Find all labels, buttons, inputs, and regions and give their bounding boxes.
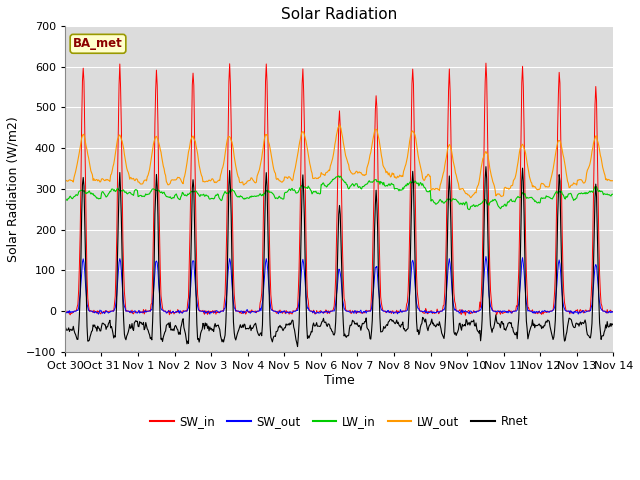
LW_in: [335, 173, 342, 179]
LW_out: [467, 195, 474, 201]
SW_in: [418, 308, 426, 314]
SW_out: [452, 306, 460, 312]
Legend: SW_in, SW_out, LW_in, LW_out, Rnet: SW_in, SW_out, LW_in, LW_out, Rnet: [145, 410, 533, 432]
Rnet: [237, 324, 245, 330]
LW_in: [61, 194, 68, 200]
Rnet: [130, 327, 138, 333]
Rnet: [482, 164, 490, 169]
LW_in: [237, 193, 245, 199]
Rnet: [61, 325, 68, 331]
Rnet: [289, 317, 296, 323]
LW_in: [452, 196, 460, 202]
SW_in: [482, 60, 490, 66]
SW_in: [461, 312, 469, 318]
SW_in: [266, 269, 274, 275]
SW_in: [61, 308, 68, 314]
LW_in: [419, 181, 426, 187]
SW_out: [289, 309, 297, 315]
Line: LW_out: LW_out: [65, 125, 640, 198]
Rnet: [294, 344, 301, 349]
LW_in: [130, 192, 138, 198]
Text: BA_met: BA_met: [73, 37, 123, 50]
LW_out: [61, 178, 68, 183]
Line: SW_out: SW_out: [65, 256, 640, 314]
Rnet: [452, 330, 460, 336]
SW_out: [61, 309, 68, 314]
LW_out: [130, 176, 138, 181]
Line: Rnet: Rnet: [65, 167, 640, 347]
LW_out: [237, 180, 245, 186]
SW_out: [419, 309, 426, 314]
Rnet: [266, 322, 274, 328]
LW_in: [465, 207, 473, 213]
LW_out: [335, 122, 343, 128]
X-axis label: Time: Time: [324, 374, 355, 387]
Rnet: [419, 314, 426, 320]
SW_in: [130, 311, 138, 317]
LW_out: [289, 178, 296, 184]
SW_out: [130, 309, 138, 314]
SW_in: [289, 311, 296, 317]
LW_out: [419, 176, 426, 181]
Line: SW_in: SW_in: [65, 63, 640, 315]
SW_out: [206, 311, 214, 317]
SW_out: [482, 253, 490, 259]
SW_in: [451, 299, 458, 304]
SW_in: [237, 311, 245, 316]
LW_out: [266, 145, 274, 151]
LW_out: [452, 170, 460, 176]
LW_in: [266, 189, 274, 195]
SW_out: [238, 309, 246, 314]
Title: Solar Radiation: Solar Radiation: [281, 7, 397, 22]
Line: LW_in: LW_in: [65, 176, 640, 210]
LW_in: [289, 185, 296, 191]
Y-axis label: Solar Radiation (W/m2): Solar Radiation (W/m2): [7, 116, 20, 262]
SW_out: [267, 306, 275, 312]
